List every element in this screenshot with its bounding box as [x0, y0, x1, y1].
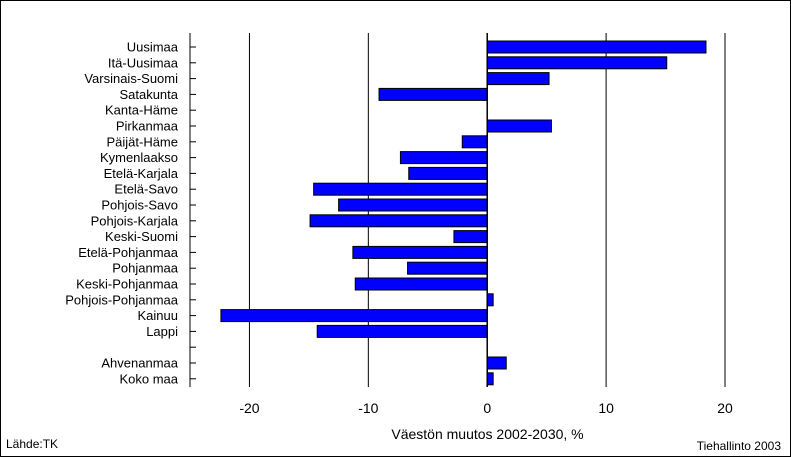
bar-7 — [399, 151, 488, 165]
category-label-18: Lappi — [146, 324, 178, 339]
x-tick-label-0: -20 — [239, 400, 259, 416]
category-label-17: Kainuu — [138, 308, 178, 323]
source-note: Lähde:TK — [6, 437, 59, 451]
bar-17 — [220, 309, 488, 323]
bar-3 — [378, 87, 488, 101]
category-label-10: Pohjois-Savo — [101, 198, 178, 213]
bar-1 — [486, 56, 668, 70]
category-label-7: Kymenlaakso — [100, 150, 178, 165]
bar-18 — [316, 324, 488, 338]
bar-0 — [486, 40, 707, 54]
category-label-14: Pohjanmaa — [112, 261, 179, 276]
bar-8 — [408, 166, 488, 180]
bar-14 — [407, 261, 488, 275]
bar-13 — [352, 245, 488, 259]
bar-6 — [461, 135, 488, 149]
category-label-5: Pirkanmaa — [116, 119, 179, 134]
category-label-3: Satakunta — [119, 87, 178, 102]
category-label-9: Etelä-Savo — [114, 182, 178, 197]
x-axis-label: Väestön muutos 2002-2030, % — [391, 426, 584, 442]
category-label-16: Pohjois-Pohjanmaa — [65, 292, 179, 307]
x-tick-label-4: 20 — [717, 400, 733, 416]
category-label-2: Varsinais-Suomi — [84, 71, 178, 86]
category-label-4: Kanta-Häme — [105, 103, 178, 118]
category-label-15: Keski-Pohjanmaa — [76, 277, 179, 292]
bar-5 — [486, 119, 552, 133]
bar-9 — [313, 182, 488, 196]
bar-12 — [453, 230, 488, 244]
x-tick-label-1: -10 — [358, 400, 378, 416]
category-label-1: Itä-Uusimaa — [108, 55, 179, 70]
category-label-13: Etelä-Pohjanmaa — [78, 245, 178, 260]
bar-2 — [486, 72, 550, 86]
bar-15 — [354, 277, 488, 291]
category-label-20: Ahvenanmaa — [101, 356, 178, 371]
bar-11 — [309, 214, 488, 228]
bar-20 — [486, 356, 507, 370]
bar-21 — [486, 372, 494, 386]
x-tick-label-2: 0 — [483, 400, 491, 416]
credit-note: Tiehallinto 2003 — [696, 439, 781, 453]
bar-16 — [486, 293, 494, 307]
category-label-12: Keski-Suomi — [105, 229, 178, 244]
bar-10 — [338, 198, 488, 212]
category-label-6: Päijät-Häme — [106, 134, 178, 149]
category-label-21: Koko maa — [119, 371, 178, 386]
category-label-11: Pohjois-Karjala — [91, 213, 179, 228]
category-label-0: Uusimaa — [127, 40, 179, 55]
category-label-8: Etelä-Karjala — [104, 166, 179, 181]
x-tick-label-3: 10 — [598, 400, 614, 416]
